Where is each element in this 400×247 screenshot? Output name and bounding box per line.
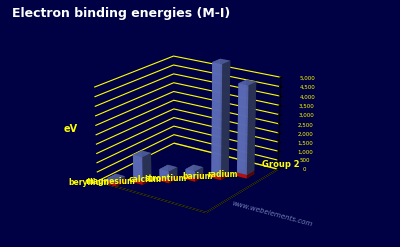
Text: Electron binding energies (M-I): Electron binding energies (M-I) (12, 7, 230, 21)
Text: www.webelements.com: www.webelements.com (231, 200, 313, 227)
